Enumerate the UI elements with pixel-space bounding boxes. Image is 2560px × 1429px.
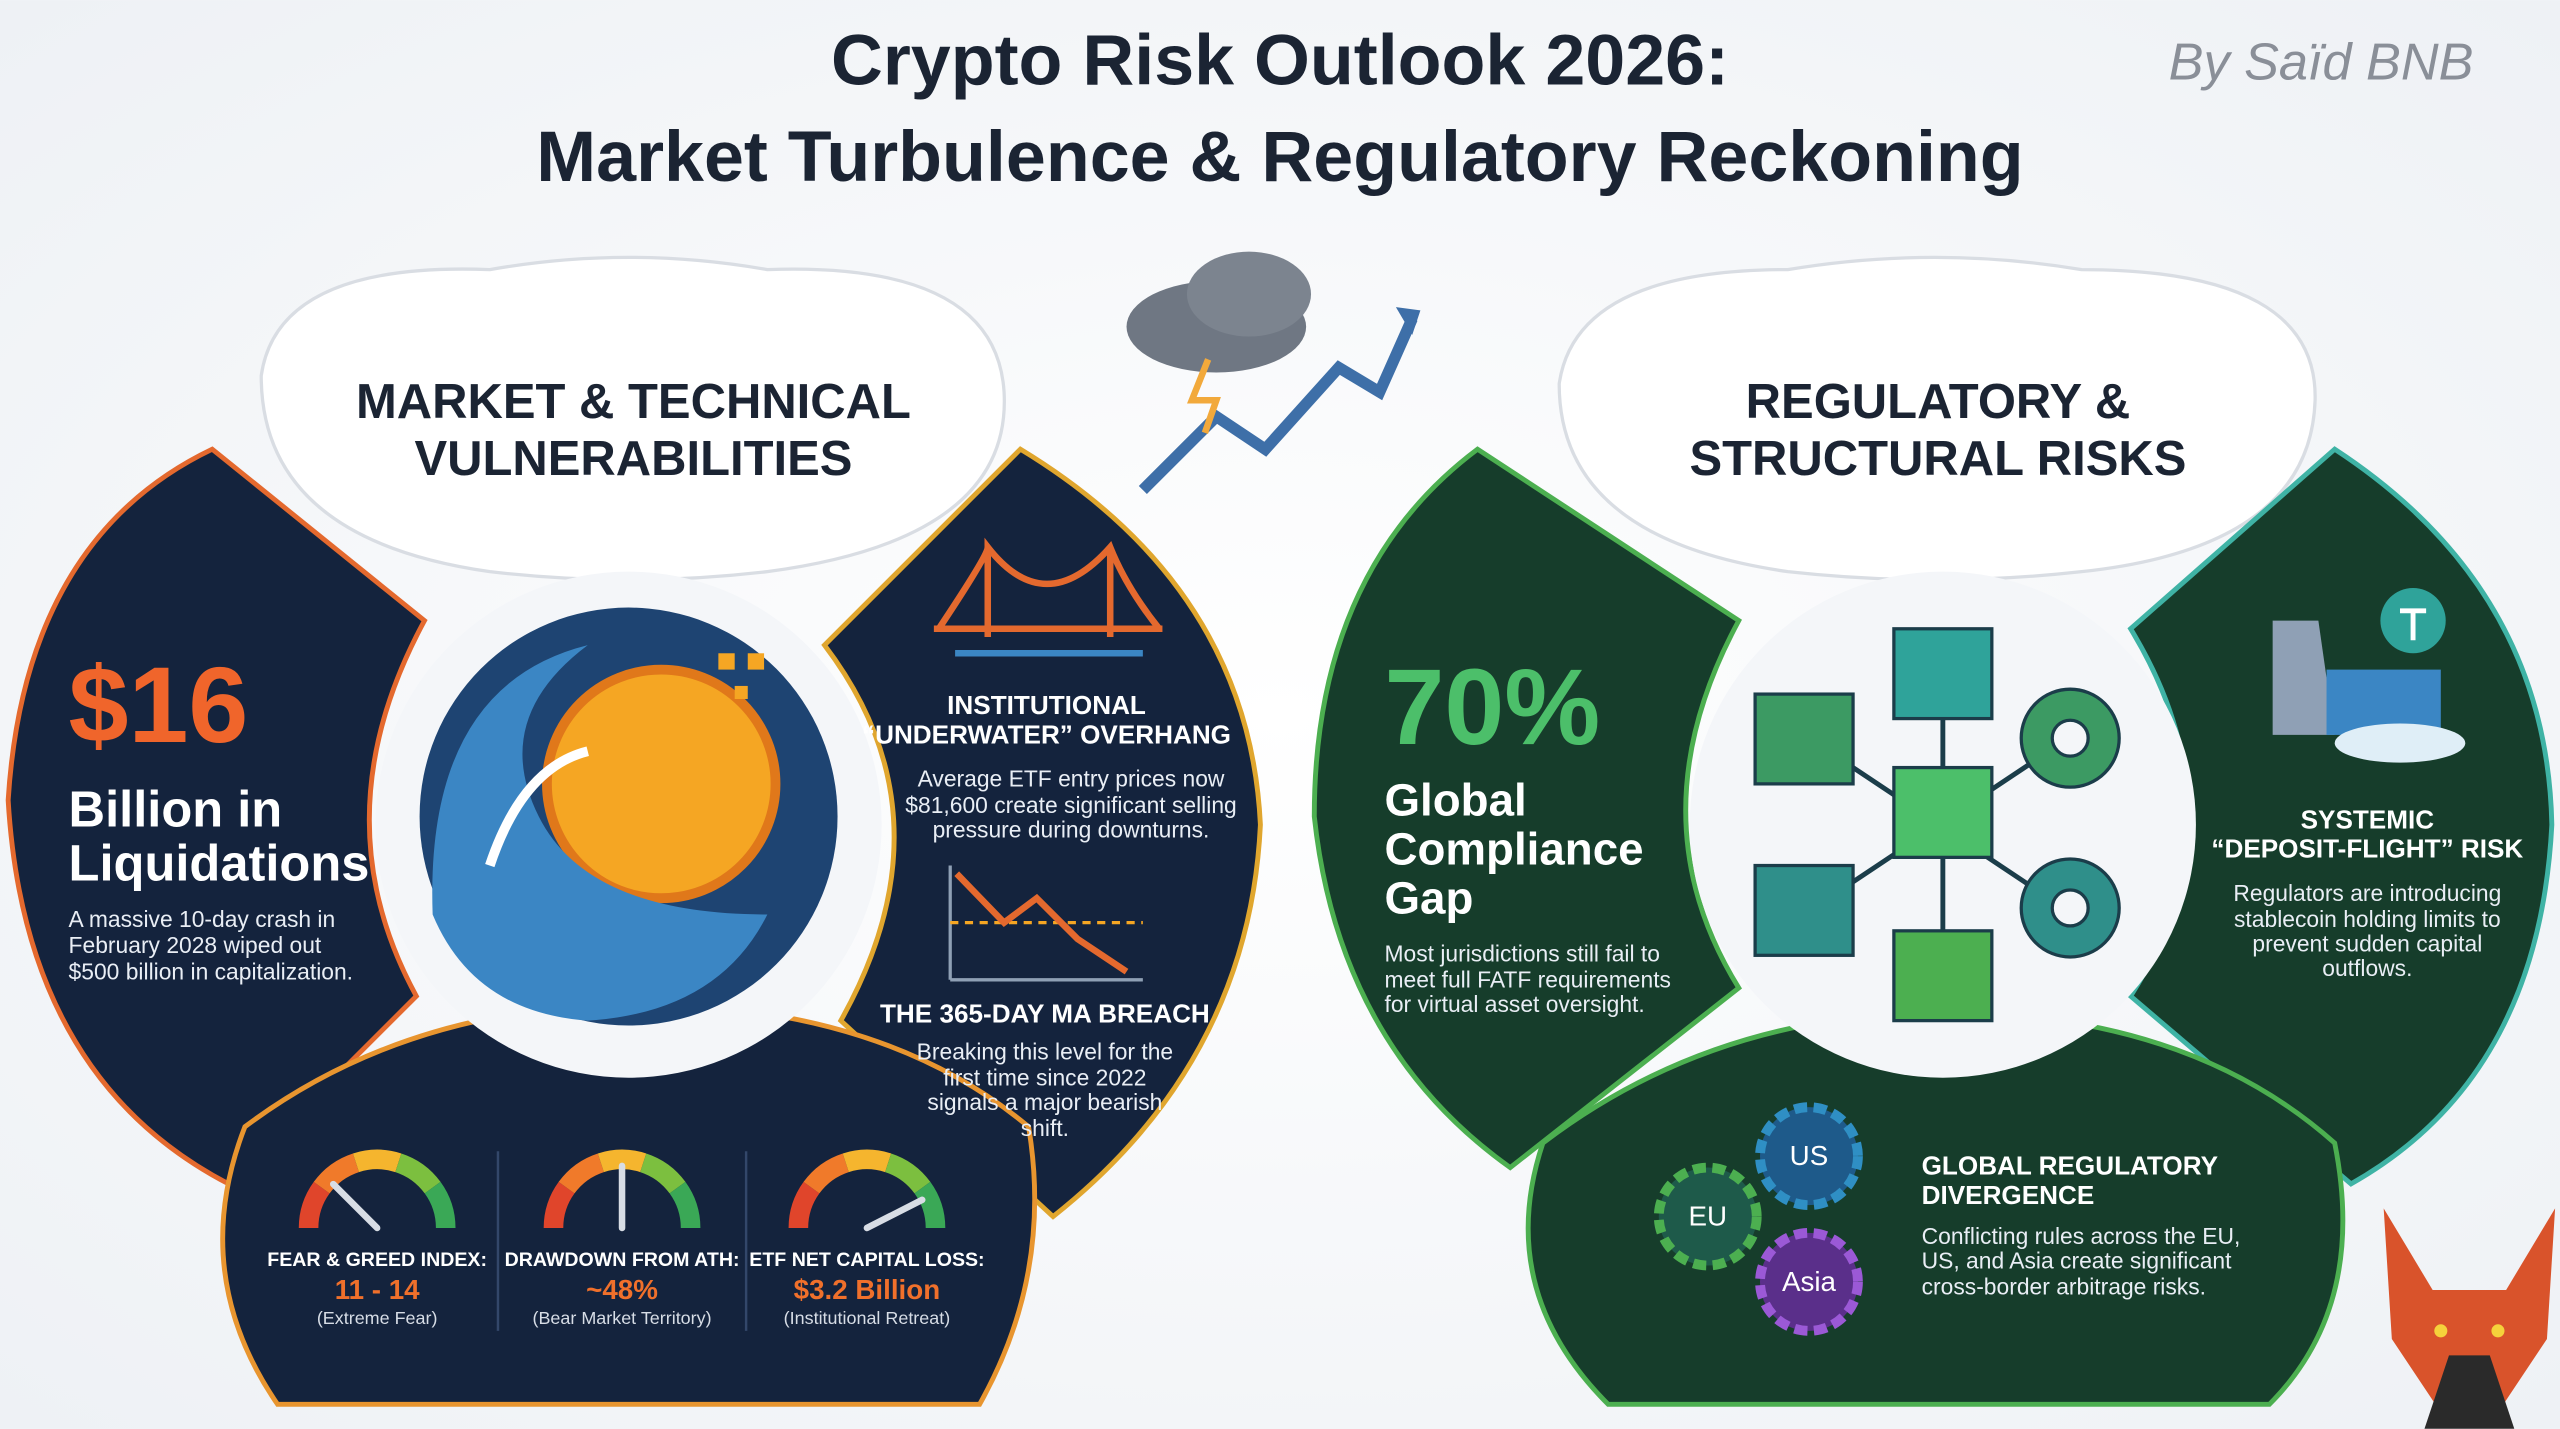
heading-cloud (259, 255, 1006, 582)
gauge-title: DRAWDOWN FROM ATH: (505, 1249, 740, 1271)
gauge-arc (313, 1153, 360, 1194)
card-description: first time since 2022 (943, 1064, 1146, 1090)
bridge-icon (933, 537, 1163, 657)
gauge-needle (863, 1196, 926, 1232)
gauge-arc (788, 1181, 820, 1229)
gauge-arc (669, 1181, 701, 1229)
stat-description: meet full FATF requirements (1384, 966, 1670, 992)
dam-icon (2272, 587, 2466, 763)
gauge-arc (597, 1149, 647, 1173)
panel-liquidations (5, 446, 428, 1187)
card-title: DIVERGENCE (1922, 1180, 2095, 1210)
stat-description: Most jurisdictions still fail to (1384, 940, 1659, 966)
gauge-needle (330, 1180, 381, 1232)
region-label: EU (1688, 1201, 1727, 1232)
stat-label: Compliance (1384, 824, 1643, 875)
gauges: FEAR & GREED INDEX: 11 - 14 (Extreme Fear)… (267, 1149, 985, 1328)
section-heading: MARKET & TECHNICAL (356, 375, 911, 429)
stat-value: $16 (69, 644, 249, 765)
section-heading: VULNERABILITIES (414, 432, 852, 486)
region-label: Asia (1782, 1266, 1837, 1297)
wave-icon (419, 607, 838, 1026)
storm-icon (1126, 251, 1421, 495)
fox-mascot (2383, 1208, 2556, 1429)
card-description: Regulators are introducing (2233, 880, 2501, 906)
decline-chart-icon (948, 865, 1143, 982)
stat-value: 70% (1384, 646, 1600, 767)
card-description: signals a major bearish (927, 1089, 1162, 1115)
gauge-arc (298, 1181, 330, 1229)
gauge-title: FEAR & GREED INDEX: (267, 1249, 487, 1271)
card-description: $81,600 create significant selling (905, 792, 1236, 818)
author: By Saïd BNB (2169, 33, 2474, 91)
card-description: Breaking this level for the (917, 1038, 1174, 1064)
card-description: stablecoin holding limits to (2234, 906, 2501, 932)
stat-description: A massive 10-day crash in (69, 906, 336, 932)
gauge-arc (639, 1153, 686, 1194)
gauge-arc (803, 1153, 850, 1194)
gauge-arc (543, 1181, 575, 1229)
stat-label: Global (1384, 775, 1526, 826)
stat-label: Billion in (69, 781, 283, 838)
gauge-arc (352, 1149, 402, 1173)
title-line: Crypto Risk Outlook 2026: (831, 20, 1729, 100)
gauge-value: ~48% (586, 1274, 658, 1305)
card-title: THE 365-DAY MA BREACH (880, 999, 1210, 1029)
heading-cloud (1557, 255, 2317, 582)
network-icon (1753, 627, 2121, 1023)
gauge-arc (558, 1153, 605, 1194)
stat-description: for virtual asset oversight. (1384, 991, 1644, 1017)
title-line: Market Turbulence & Regulatory Reckoning (536, 117, 2023, 197)
card-description: Conflicting rules across the EU, (1922, 1223, 2241, 1249)
section-heading: REGULATORY & (1746, 375, 2131, 429)
gauge-arc (842, 1149, 892, 1173)
card-title: “DEPOSIT-FLIGHT” RISK (2211, 834, 2523, 864)
gauge-arc (914, 1181, 946, 1229)
card-description: prevent sudden capital (2252, 931, 2482, 957)
card-title: INSTITUTIONAL (947, 690, 1146, 720)
gauge-note: (Bear Market Territory) (533, 1308, 712, 1328)
panel-overhang (821, 446, 1263, 1220)
section-heading: STRUCTURAL RISKS (1689, 432, 2186, 486)
panel-divergence (1525, 1010, 2346, 1407)
panel-compliance (1311, 446, 1743, 1171)
gauge-note: (Extreme Fear) (317, 1308, 438, 1328)
card-description: US, and Asia create significant (1922, 1247, 2232, 1273)
card-description: pressure during downturns. (933, 816, 1210, 842)
region-label: US (1790, 1140, 1829, 1171)
stat-label: Liquidations (69, 835, 370, 892)
gauge-title: ETF NET CAPITAL LOSS: (749, 1249, 984, 1271)
stat-description: $500 billion in capitalization. (69, 958, 353, 984)
card-description: Average ETF entry prices now (918, 766, 1225, 792)
card-description: shift. (1021, 1115, 1069, 1141)
card-title: “UNDERWATER” OVERHANG (862, 719, 1231, 749)
stat-label: Gap (1384, 873, 1473, 924)
card-description: cross-border arbitrage risks. (1922, 1273, 2206, 1299)
gauge-value: $3.2 Billion (794, 1274, 941, 1305)
gauge-arc (884, 1153, 931, 1194)
gauge-value: 11 - 14 (335, 1274, 420, 1305)
gauge-arc (424, 1181, 456, 1229)
region-gears (1653, 1102, 1863, 1336)
card-title: GLOBAL REGULATORY (1922, 1150, 2218, 1180)
card-title: SYSTEMIC (2301, 804, 2435, 834)
gauge-note: (Institutional Retreat) (784, 1308, 950, 1328)
card-description: outflows. (2322, 955, 2412, 981)
stat-description: February 2028 wiped out (69, 932, 322, 958)
gauge-arc (394, 1153, 441, 1194)
